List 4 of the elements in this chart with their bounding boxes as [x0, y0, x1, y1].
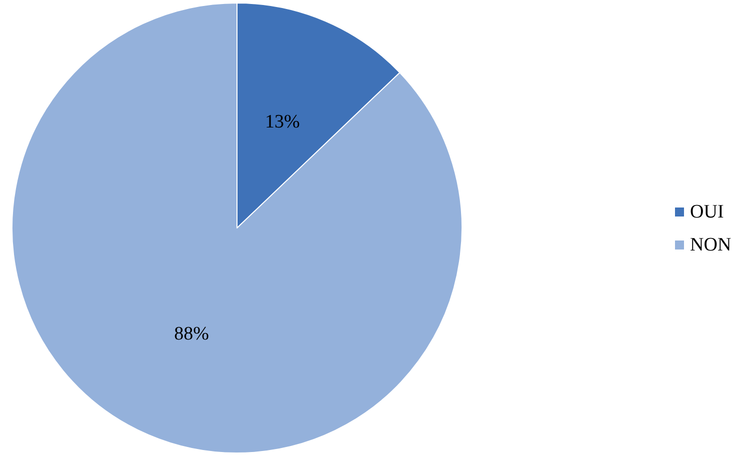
data-label: 13% [265, 111, 300, 132]
data-label: 88% [174, 324, 210, 345]
legend-label: NON [690, 234, 732, 256]
legend-label: OUI [690, 202, 724, 222]
